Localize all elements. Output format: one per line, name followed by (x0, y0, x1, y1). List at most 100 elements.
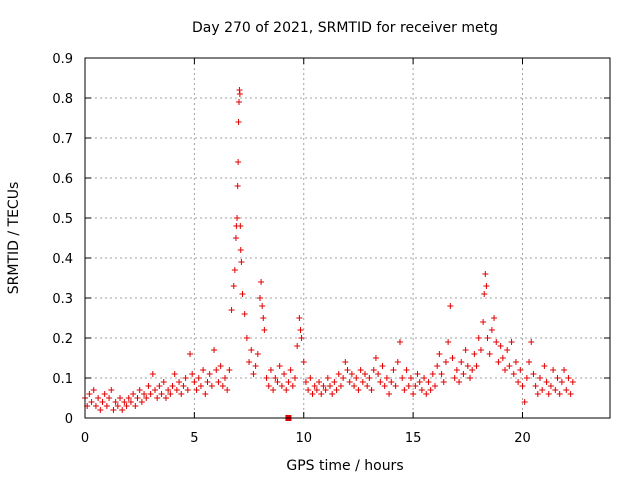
data-point (451, 375, 458, 381)
data-point (429, 371, 436, 377)
data-point (423, 391, 430, 397)
data-point (515, 379, 522, 385)
data-point (351, 383, 358, 389)
data-point (224, 387, 231, 393)
data-point (519, 383, 526, 389)
data-point (329, 391, 336, 397)
data-point (211, 347, 218, 353)
data-point (138, 399, 145, 405)
data-point (307, 375, 314, 381)
data-point (405, 383, 412, 389)
data-point (278, 383, 285, 389)
data-point (234, 215, 241, 221)
data-point (342, 359, 349, 365)
data-point (259, 303, 266, 309)
data-point (149, 371, 156, 377)
data-point (399, 375, 406, 381)
data-point (377, 379, 384, 385)
data-point (136, 387, 143, 393)
data-point (407, 375, 414, 381)
data-point (178, 391, 185, 397)
data-point (281, 371, 288, 377)
y-tick-label: 0.5 (52, 212, 73, 227)
data-point (101, 391, 108, 397)
data-point (473, 363, 480, 369)
data-point (567, 391, 574, 397)
data-point (132, 403, 139, 409)
data-point (276, 363, 283, 369)
data-point (261, 327, 268, 333)
data-point (436, 351, 443, 357)
data-point (239, 291, 246, 297)
data-point (311, 383, 318, 389)
data-point (180, 383, 187, 389)
data-point (195, 375, 202, 381)
data-point (481, 291, 488, 297)
data-point (165, 387, 172, 393)
data-point (238, 259, 245, 265)
data-point (421, 375, 428, 381)
data-point (416, 379, 423, 385)
data-point (344, 367, 351, 373)
data-point (508, 339, 515, 345)
data-point (97, 407, 104, 413)
data-point (543, 379, 550, 385)
data-point (204, 379, 211, 385)
data-point (206, 371, 213, 377)
data-point (488, 327, 495, 333)
data-point (440, 379, 447, 385)
data-point (316, 379, 323, 385)
data-point (537, 375, 543, 381)
data-point (401, 387, 408, 393)
y-tick-label: 0 (65, 412, 73, 427)
x-tick-label: 10 (295, 431, 312, 446)
data-point (263, 375, 270, 381)
data-point (294, 343, 301, 349)
data-point (285, 379, 292, 385)
data-point (370, 367, 377, 373)
data-point (292, 375, 298, 381)
data-point (127, 399, 134, 405)
y-tick-label: 0.2 (52, 332, 73, 347)
data-point (348, 371, 355, 377)
data-point (410, 391, 417, 397)
data-point (397, 339, 403, 345)
data-point (355, 387, 362, 393)
x-tick-label: 20 (514, 431, 531, 446)
data-point (236, 91, 243, 97)
data-point (541, 363, 548, 369)
data-point (106, 395, 113, 401)
data-point (510, 371, 517, 377)
data-point (368, 387, 375, 393)
data-point (302, 379, 309, 385)
data-point (379, 363, 386, 369)
data-point (394, 359, 401, 365)
data-point (464, 363, 471, 369)
data-point (197, 383, 204, 389)
data-point (167, 391, 174, 397)
data-point (512, 359, 519, 365)
data-point (506, 363, 513, 369)
data-point (381, 383, 388, 389)
data-point (427, 387, 434, 393)
data-point (243, 335, 250, 341)
data-point (237, 247, 244, 253)
y-tick-label: 0.1 (52, 372, 73, 387)
data-point (364, 383, 371, 389)
data-point (327, 383, 333, 389)
data-point (173, 387, 180, 393)
data-point (145, 383, 152, 389)
data-point (305, 387, 312, 393)
data-point (250, 371, 257, 377)
data-point (569, 379, 576, 385)
data-point (375, 371, 382, 377)
data-point (547, 383, 554, 389)
data-point (222, 375, 228, 381)
data-point (469, 367, 476, 373)
data-point (467, 375, 473, 381)
data-point (412, 383, 419, 389)
data-point (283, 387, 290, 393)
data-point (125, 395, 132, 401)
data-point (246, 359, 253, 365)
